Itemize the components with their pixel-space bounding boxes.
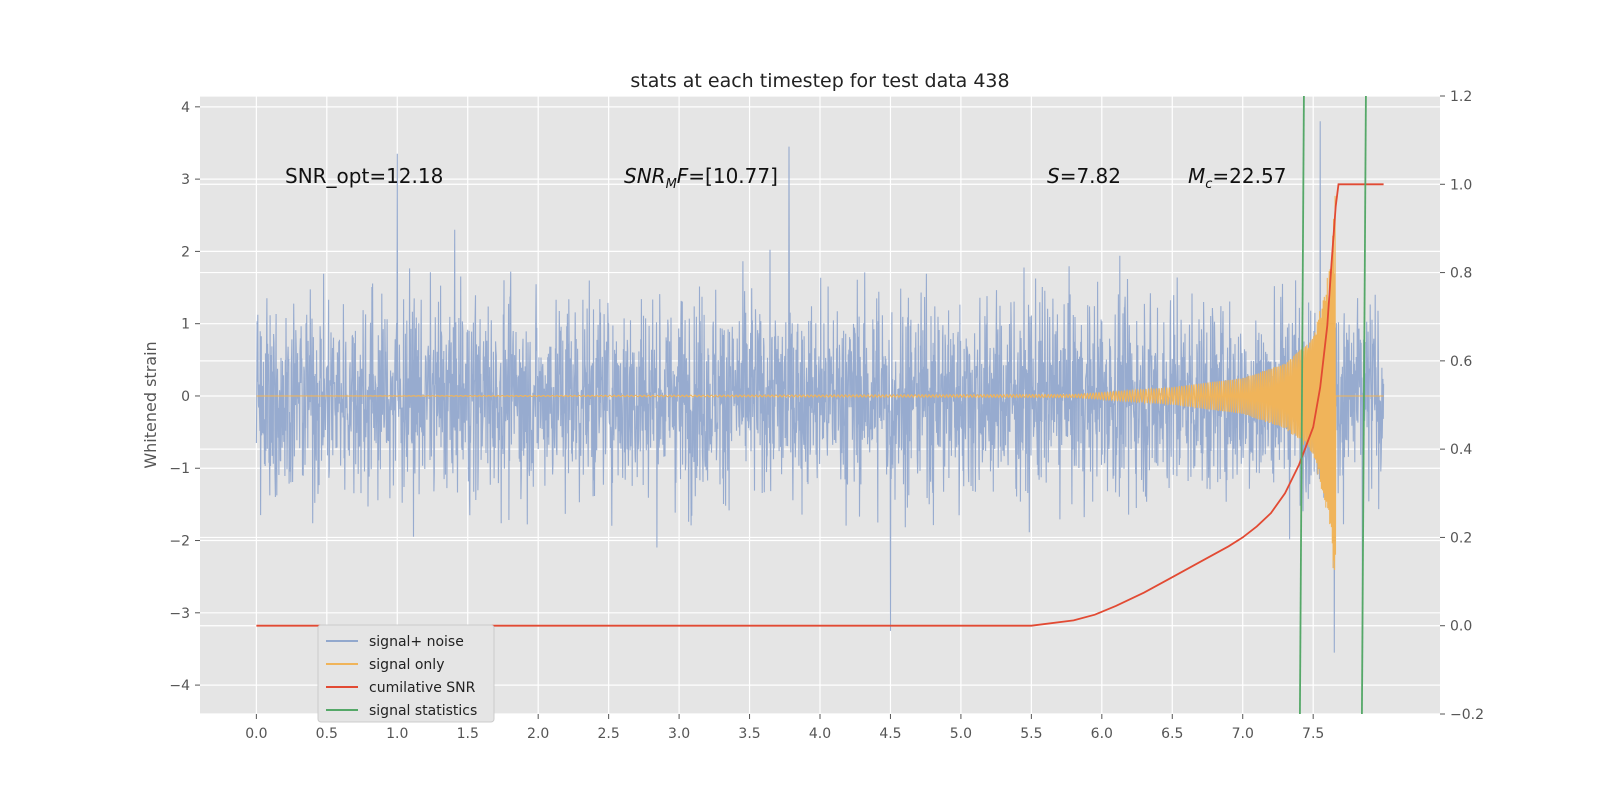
y2-tick-label: 0.6 (1450, 354, 1472, 370)
y2-tick-label: −0.2 (1450, 707, 1484, 723)
y-tick-label: 1 (181, 317, 190, 333)
annotation-snr-opt: SNR_opt=12.18 (285, 164, 443, 188)
signal-noise-series (255, 121, 1385, 686)
legend-label-signal-noise: signal+ noise (369, 634, 464, 650)
chart-title: stats at each timestep for test data 438 (630, 70, 1009, 92)
legend-label-signal-statistics: signal statistics (369, 703, 477, 719)
y2-tick-label: 0.8 (1450, 266, 1472, 282)
signal-statistics-line (1361, 95, 1367, 715)
signal-only-series (256, 195, 1384, 571)
x-tick-label: 7.5 (1302, 726, 1324, 742)
y2-tick-label: 1.0 (1450, 177, 1472, 193)
cumulative-snr-line (256, 183, 1384, 627)
x-tick-label: 6.0 (1091, 726, 1113, 742)
x-tick-label: 5.0 (950, 726, 972, 742)
x-tick-label: 5.5 (1020, 726, 1042, 742)
s-value: =7.82 (1060, 164, 1121, 188)
annotation-s: S=7.82 (1047, 164, 1121, 188)
annotation-mc: Mc=22.57 (1188, 164, 1286, 192)
annotation-snr-mf: SNRMF=[10.77] (624, 164, 778, 192)
y-tick-label: 4 (181, 100, 190, 116)
mc-value: =22.57 (1212, 164, 1286, 188)
signal-statistics-line (1299, 95, 1305, 715)
x-tick-label: 4.0 (809, 726, 831, 742)
legend: signal+ noise signal only cumilative SNR… (317, 624, 495, 723)
x-tick-label: 1.5 (457, 726, 479, 742)
y2-tick-label: 1.2 (1450, 89, 1472, 105)
y2-tick-label: 0.4 (1450, 442, 1472, 458)
annotations: SNR_opt=12.18 SNRMF=[10.77] S=7.82 Mc=22… (285, 164, 1286, 192)
x-tick-label: 3.5 (738, 726, 760, 742)
legend-label-cumulative-snr: cumilative SNR (369, 680, 476, 696)
legend-label-signal-only: signal only (369, 657, 444, 673)
y-tick-label: 3 (181, 172, 190, 188)
y-axis-right: 1.2 1.0 0.8 0.6 0.4 0.2 0.0 −0.2 (1440, 89, 1484, 723)
x-tick-label: 0.5 (316, 726, 338, 742)
x-tick-label: 2.0 (527, 726, 549, 742)
y2-tick-label: 0.2 (1450, 530, 1472, 546)
x-tick-label: 7.0 (1232, 726, 1254, 742)
x-tick-label: 6.5 (1161, 726, 1183, 742)
y2-tick-label: 0.0 (1450, 619, 1472, 635)
mc-symbol: M (1188, 164, 1205, 188)
x-tick-label: 4.5 (879, 726, 901, 742)
x-tick-label: 3.0 (668, 726, 690, 742)
y-axis-left: 4 3 2 1 0 −1 −2 −3 −4 (169, 100, 200, 694)
y-tick-label: −1 (169, 461, 190, 477)
x-tick-label: 2.5 (598, 726, 620, 742)
signal-noise-line (255, 121, 1385, 686)
signal-only-line (256, 195, 1384, 571)
y-tick-label: −4 (169, 678, 190, 694)
x-tick-label: 0.0 (245, 726, 267, 742)
cumulative-snr-series (256, 183, 1384, 627)
snr-mf-value: =[10.77] (688, 164, 778, 188)
s-symbol: S (1047, 164, 1060, 188)
y-tick-label: −2 (169, 534, 190, 550)
y-tick-label: 0 (181, 389, 190, 405)
snr-mf-symbol: SNR (624, 164, 666, 188)
signal-statistics-series (1299, 95, 1367, 715)
legend-box (317, 624, 495, 723)
x-tick-label: 1.0 (386, 726, 408, 742)
snr-mf-subscript: M (666, 177, 677, 192)
mc-subscript: c (1205, 177, 1212, 192)
y-tick-label: 2 (181, 244, 190, 260)
x-axis: 0.0 0.5 1.0 1.5 2.0 2.5 3.0 3.5 4.0 4.5 5.0 5.5 6.0 6… (245, 714, 1324, 742)
snr-mf-symbol-2: F (677, 164, 689, 188)
y-axis-label: Whitened strain (141, 341, 160, 468)
y-tick-label: −3 (169, 606, 190, 622)
